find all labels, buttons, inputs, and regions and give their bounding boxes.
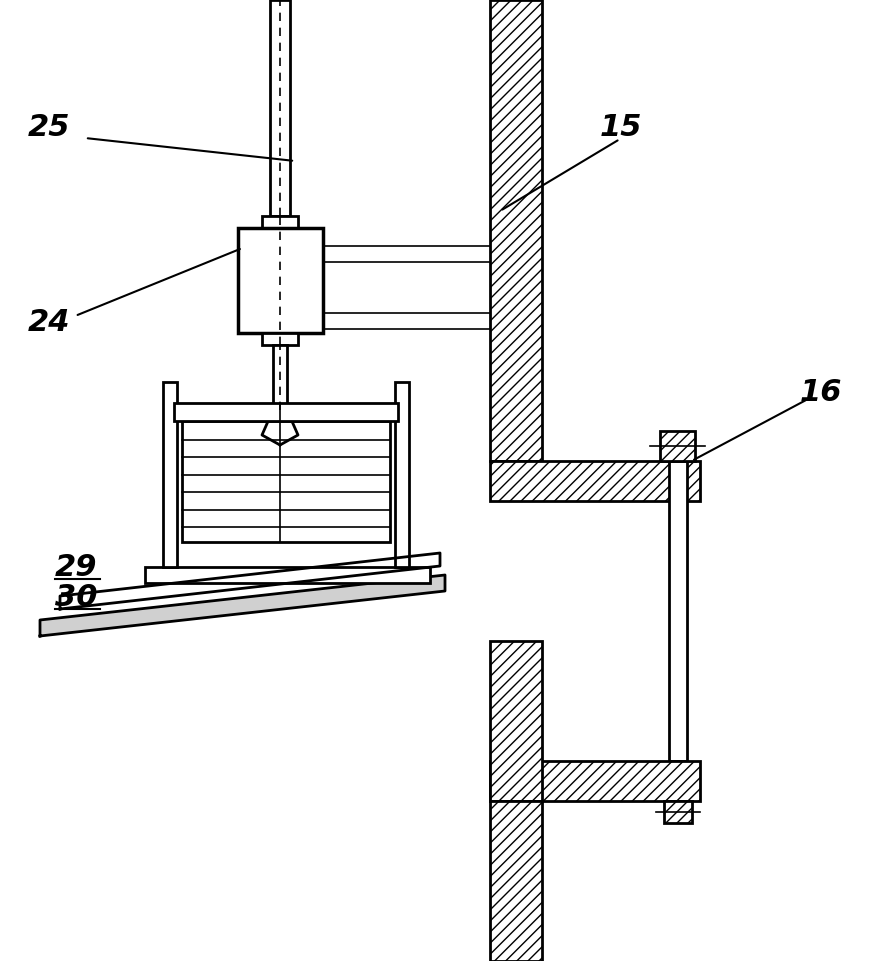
Text: 30: 30: [55, 583, 98, 612]
Bar: [669, 461, 686, 761]
Text: 24: 24: [28, 308, 71, 337]
Bar: [490, 0, 542, 461]
Bar: [395, 382, 409, 567]
Bar: [663, 801, 691, 823]
Polygon shape: [60, 553, 440, 609]
Bar: [490, 761, 700, 801]
Text: 29: 29: [55, 553, 98, 582]
Bar: [490, 801, 542, 961]
Bar: [182, 412, 390, 542]
Bar: [145, 567, 430, 583]
Polygon shape: [40, 575, 445, 636]
Bar: [163, 382, 177, 567]
Bar: [262, 333, 298, 345]
Bar: [273, 345, 287, 410]
Text: 16: 16: [800, 378, 843, 407]
Text: 15: 15: [600, 113, 642, 142]
Bar: [174, 403, 398, 421]
Text: 25: 25: [28, 113, 71, 142]
Bar: [262, 216, 298, 228]
Bar: [490, 461, 700, 501]
Bar: [660, 431, 695, 461]
Bar: [490, 641, 542, 801]
Bar: [270, 0, 290, 216]
Bar: [238, 228, 323, 333]
